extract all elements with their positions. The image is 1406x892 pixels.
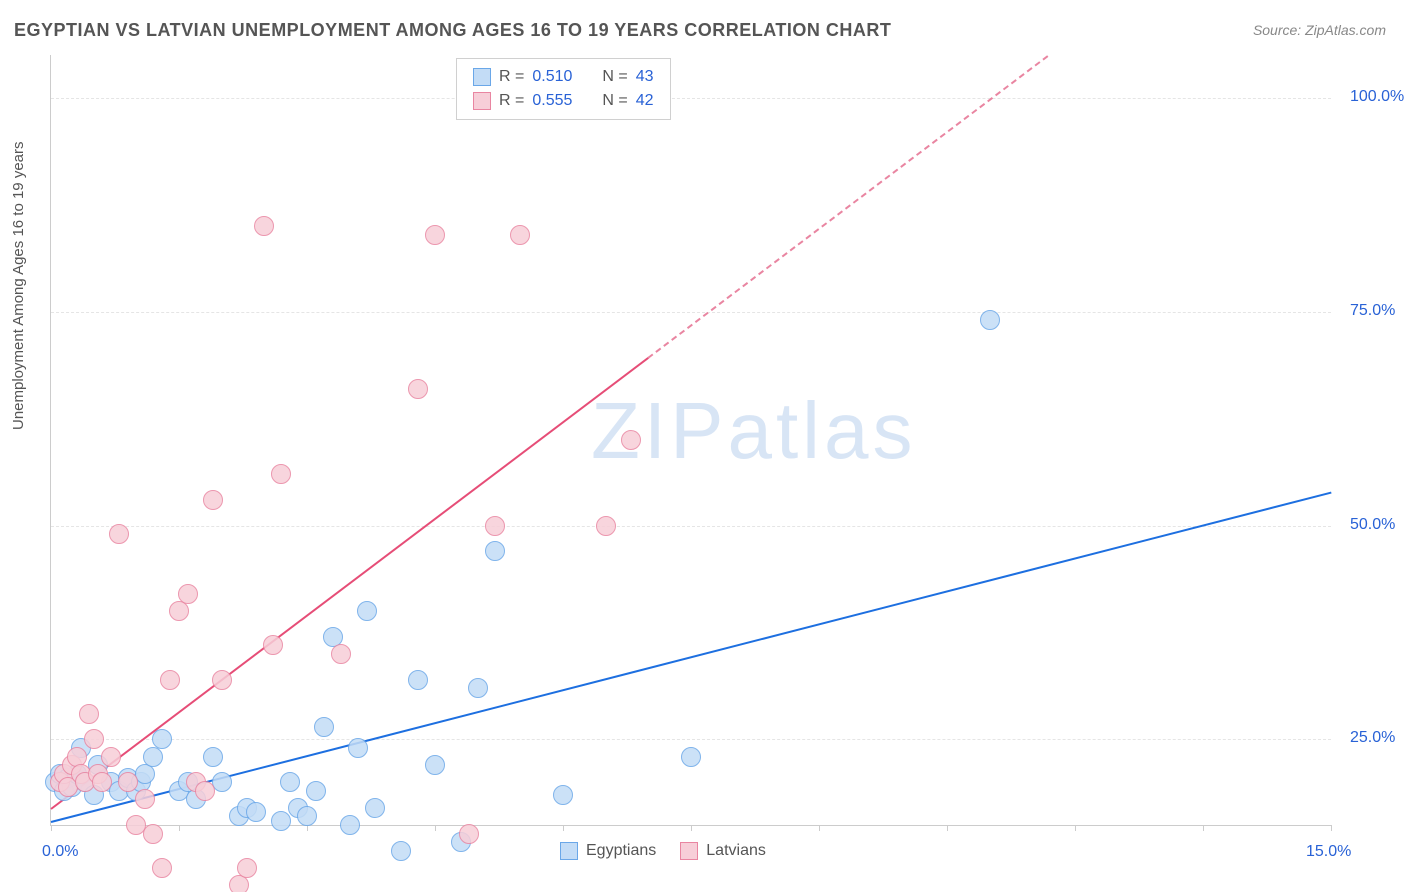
data-point-latvians: [596, 516, 616, 536]
legend-n-value: 43: [636, 65, 654, 89]
legend-swatch-icon: [560, 842, 578, 860]
data-point-egyptians: [152, 729, 172, 749]
data-point-egyptians: [297, 806, 317, 826]
x-tick-label: 0.0%: [42, 843, 78, 861]
data-point-latvians: [152, 858, 172, 878]
data-point-egyptians: [681, 747, 701, 767]
data-point-latvians: [203, 490, 223, 510]
data-point-egyptians: [135, 764, 155, 784]
data-point-egyptians: [280, 772, 300, 792]
x-tick: [947, 825, 948, 831]
legend-r-value: 0.555: [532, 89, 572, 113]
data-point-egyptians: [348, 738, 368, 758]
data-point-latvians: [263, 635, 283, 655]
legend-r-label: R =: [499, 89, 524, 113]
y-tick-label: 50.0%: [1350, 516, 1395, 534]
x-tick-label: 15.0%: [1306, 843, 1351, 861]
x-tick: [51, 825, 52, 831]
data-point-latvians: [195, 781, 215, 801]
data-point-latvians: [237, 858, 257, 878]
data-point-egyptians: [365, 798, 385, 818]
data-point-latvians: [621, 430, 641, 450]
data-point-latvians: [459, 824, 479, 844]
data-point-egyptians: [468, 678, 488, 698]
data-point-egyptians: [340, 815, 360, 835]
legend-row-egyptians: R = 0.510 N = 43: [473, 65, 654, 89]
chart-container: EGYPTIAN VS LATVIAN UNEMPLOYMENT AMONG A…: [0, 0, 1406, 892]
x-tick: [435, 825, 436, 831]
data-point-latvians: [160, 670, 180, 690]
gridline-h: [51, 312, 1331, 313]
data-point-latvians: [271, 464, 291, 484]
data-point-latvians: [331, 644, 351, 664]
data-point-latvians: [510, 225, 530, 245]
data-point-latvians: [79, 704, 99, 724]
series-legend-label: Latvians: [706, 842, 766, 860]
data-point-latvians: [84, 729, 104, 749]
data-point-latvians: [254, 216, 274, 236]
data-point-latvians: [135, 789, 155, 809]
x-tick: [563, 825, 564, 831]
data-point-egyptians: [391, 841, 411, 861]
y-axis-label: Unemployment Among Ages 16 to 19 years: [10, 141, 27, 430]
legend-n-label: N =: [602, 65, 627, 89]
plot-area: ZIPatlas: [50, 55, 1331, 826]
gridline-h: [51, 98, 1331, 99]
legend-row-latvians: R = 0.555 N = 42: [473, 89, 654, 113]
x-tick: [819, 825, 820, 831]
watermark: ZIPatlas: [591, 385, 916, 477]
legend-swatch-icon: [473, 68, 491, 86]
data-point-egyptians: [271, 811, 291, 831]
gridline-h: [51, 526, 1331, 527]
legend-n-label: N =: [602, 89, 627, 113]
legend-r-value: 0.510: [532, 65, 572, 89]
data-point-latvians: [143, 824, 163, 844]
series-legend: Egyptians Latvians: [560, 842, 766, 860]
data-point-latvians: [408, 379, 428, 399]
data-point-latvians: [485, 516, 505, 536]
data-point-latvians: [212, 670, 232, 690]
x-tick: [179, 825, 180, 831]
legend-n-value: 42: [636, 89, 654, 113]
chart-title: EGYPTIAN VS LATVIAN UNEMPLOYMENT AMONG A…: [14, 20, 891, 41]
data-point-latvians: [92, 772, 112, 792]
data-point-egyptians: [553, 785, 573, 805]
gridline-h: [51, 739, 1331, 740]
x-tick: [691, 825, 692, 831]
y-tick-label: 75.0%: [1350, 302, 1395, 320]
data-point-latvians: [118, 772, 138, 792]
data-point-latvians: [169, 601, 189, 621]
data-point-latvians: [109, 524, 129, 544]
data-point-egyptians: [203, 747, 223, 767]
legend-swatch-icon: [680, 842, 698, 860]
data-point-latvians: [425, 225, 445, 245]
correlation-legend: R = 0.510 N = 43 R = 0.555 N = 42: [456, 58, 671, 120]
legend-swatch-icon: [473, 92, 491, 110]
source-label: Source: ZipAtlas.com: [1253, 22, 1386, 38]
legend-r-label: R =: [499, 65, 524, 89]
data-point-egyptians: [408, 670, 428, 690]
data-point-latvians: [101, 747, 121, 767]
series-legend-item-egyptians: Egyptians: [560, 842, 656, 860]
data-point-egyptians: [357, 601, 377, 621]
data-point-egyptians: [425, 755, 445, 775]
x-tick: [1331, 825, 1332, 831]
data-point-egyptians: [485, 541, 505, 561]
series-legend-label: Egyptians: [586, 842, 656, 860]
x-tick: [1203, 825, 1204, 831]
y-tick-label: 100.0%: [1350, 88, 1404, 106]
x-tick: [1075, 825, 1076, 831]
trend-line: [51, 491, 1331, 822]
data-point-egyptians: [246, 802, 266, 822]
data-point-egyptians: [306, 781, 326, 801]
y-tick-label: 25.0%: [1350, 729, 1395, 747]
data-point-egyptians: [212, 772, 232, 792]
data-point-egyptians: [314, 717, 334, 737]
data-point-egyptians: [980, 310, 1000, 330]
data-point-egyptians: [143, 747, 163, 767]
series-legend-item-latvians: Latvians: [680, 842, 766, 860]
data-point-latvians: [178, 584, 198, 604]
